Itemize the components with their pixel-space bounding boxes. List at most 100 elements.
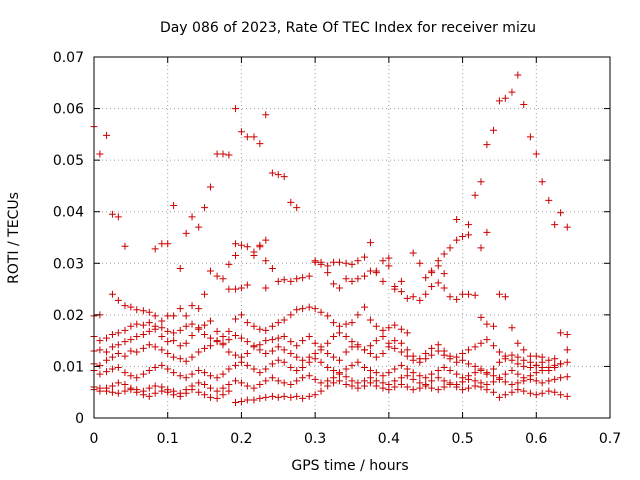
data-point bbox=[127, 336, 135, 344]
data-point bbox=[446, 355, 454, 363]
data-point bbox=[243, 382, 251, 390]
data-point bbox=[250, 133, 258, 141]
data-point bbox=[164, 338, 172, 346]
data-point bbox=[440, 270, 448, 278]
data-point bbox=[293, 392, 301, 400]
data-point bbox=[501, 391, 509, 399]
data-point bbox=[416, 296, 424, 304]
data-point bbox=[385, 339, 393, 347]
data-point bbox=[403, 383, 411, 391]
data-point bbox=[434, 374, 442, 382]
data-point bbox=[508, 88, 516, 96]
data-point bbox=[145, 319, 153, 327]
data-point bbox=[237, 379, 245, 387]
data-point bbox=[133, 374, 141, 382]
data-point bbox=[176, 372, 184, 380]
data-point bbox=[311, 305, 319, 313]
data-point bbox=[151, 312, 159, 320]
data-point bbox=[342, 275, 350, 283]
data-point bbox=[287, 338, 295, 346]
data-point bbox=[440, 363, 448, 371]
data-point bbox=[164, 388, 172, 396]
data-point bbox=[176, 264, 184, 272]
data-point bbox=[459, 386, 467, 394]
data-point bbox=[372, 322, 380, 330]
data-point bbox=[317, 346, 325, 354]
data-point bbox=[256, 346, 264, 354]
data-point bbox=[225, 285, 233, 293]
data-point bbox=[495, 375, 503, 383]
data-point bbox=[201, 321, 209, 329]
data-point bbox=[121, 352, 129, 360]
data-point bbox=[409, 375, 417, 383]
y-tick-label: 0.05 bbox=[53, 153, 84, 169]
data-point bbox=[176, 392, 184, 400]
data-point bbox=[133, 348, 141, 356]
data-point bbox=[219, 370, 227, 378]
data-point bbox=[232, 240, 240, 248]
data-point bbox=[225, 260, 233, 268]
data-point bbox=[403, 329, 411, 337]
data-point bbox=[305, 333, 313, 341]
data-point bbox=[495, 97, 503, 105]
data-point bbox=[195, 388, 203, 396]
data-point bbox=[348, 338, 356, 346]
plot-frame bbox=[93, 56, 611, 419]
data-point bbox=[256, 325, 264, 333]
data-point bbox=[342, 380, 350, 388]
data-point bbox=[385, 262, 393, 270]
data-point bbox=[293, 377, 301, 385]
data-point bbox=[170, 312, 178, 320]
data-point bbox=[268, 264, 276, 272]
data-point bbox=[354, 311, 362, 319]
data-point bbox=[262, 337, 270, 345]
data-point bbox=[483, 336, 491, 344]
data-point bbox=[268, 360, 276, 368]
data-point bbox=[483, 386, 491, 394]
data-point bbox=[219, 333, 227, 341]
data-point bbox=[108, 330, 116, 338]
data-point bbox=[471, 291, 479, 299]
data-point bbox=[176, 326, 184, 334]
data-point bbox=[232, 351, 240, 359]
data-point bbox=[532, 377, 540, 385]
data-point bbox=[195, 367, 203, 375]
data-point bbox=[563, 346, 571, 354]
data-point bbox=[121, 326, 129, 334]
series-sat-D bbox=[225, 239, 448, 292]
data-point bbox=[96, 370, 104, 378]
data-point bbox=[139, 370, 147, 378]
data-point bbox=[133, 388, 141, 396]
data-point bbox=[557, 374, 565, 382]
data-point bbox=[133, 333, 141, 341]
data-point bbox=[182, 322, 190, 330]
data-point bbox=[103, 348, 111, 356]
data-point bbox=[176, 342, 184, 350]
x-tick-label: 0.6 bbox=[525, 431, 547, 447]
data-point bbox=[133, 306, 141, 314]
data-point bbox=[158, 387, 166, 395]
data-point bbox=[287, 350, 295, 358]
data-point bbox=[293, 342, 301, 350]
data-point bbox=[372, 267, 380, 275]
data-point bbox=[403, 372, 411, 380]
data-point bbox=[428, 370, 436, 378]
data-point bbox=[348, 260, 356, 268]
data-point bbox=[501, 293, 509, 301]
data-point bbox=[428, 282, 436, 290]
data-point bbox=[170, 391, 178, 399]
data-point bbox=[158, 333, 166, 341]
data-point bbox=[330, 367, 338, 375]
data-point bbox=[453, 358, 461, 366]
data-point bbox=[459, 350, 467, 358]
data-point bbox=[348, 361, 356, 369]
data-point bbox=[538, 363, 546, 371]
data-point bbox=[514, 339, 522, 347]
data-point bbox=[206, 267, 214, 275]
data-point bbox=[243, 133, 251, 141]
data-point bbox=[471, 343, 479, 351]
data-point bbox=[201, 391, 209, 399]
data-point bbox=[151, 245, 159, 253]
data-point bbox=[103, 368, 111, 376]
data-point bbox=[477, 383, 485, 391]
